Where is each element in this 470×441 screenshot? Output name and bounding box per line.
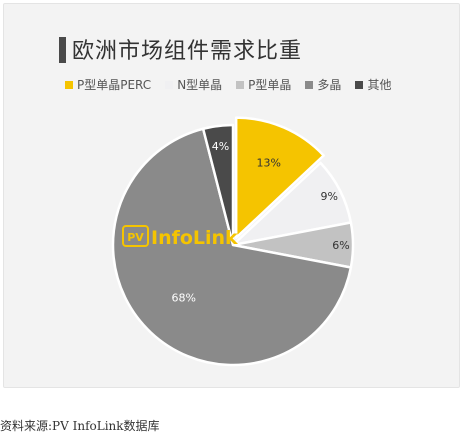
legend-item-n-type: N型单晶	[165, 76, 222, 93]
watermark-logo-text: InfoLink	[151, 227, 238, 249]
watermark-logo-box	[122, 225, 149, 247]
legend-label-multi: 多晶	[317, 78, 342, 92]
pie-slice-labels: 13% 9% 6% 68% 4%	[171, 140, 349, 305]
infolink-watermark: PV InfoLink	[122, 225, 238, 249]
legend-label-perc: P型单晶PERC	[77, 78, 152, 92]
title-accent-bar	[59, 37, 66, 63]
chart-title: 欧洲市场组件需求比重	[72, 39, 303, 64]
legend-item-p-type: P型单晶	[236, 76, 291, 93]
legend-swatch-multi	[305, 80, 314, 89]
slice-label-n-type: 9%	[321, 190, 338, 203]
legend-swatch-perc	[65, 80, 73, 89]
legend-item-perc: P型单晶PERC	[65, 76, 151, 93]
slice-label-p-type: 6%	[332, 239, 349, 252]
pie-slice-multi	[111, 127, 353, 367]
slice-label-multi: 68%	[171, 291, 195, 304]
legend-item-multi: 多晶	[305, 76, 341, 93]
data-source-note: 资料来源:PV InfoLink数据库	[0, 419, 160, 433]
legend-swatch-n-type	[165, 80, 174, 89]
slice-label-perc: 13%	[257, 156, 281, 169]
legend-label-other: 其他	[367, 78, 392, 92]
legend-label-p-type: P型单晶	[248, 78, 292, 92]
pie-slice-perc	[234, 116, 325, 239]
watermark-logo-prefix: PV	[127, 231, 144, 244]
pie-slices	[111, 116, 355, 367]
chart-legend: P型单晶PERC N型单晶 P型单晶 多晶 其他	[65, 76, 405, 93]
legend-swatch-other	[355, 80, 364, 89]
slice-label-other: 4%	[212, 140, 229, 153]
legend-label-n-type: N型单晶	[177, 78, 223, 92]
legend-swatch-p-type	[236, 80, 245, 89]
legend-item-other: 其他	[355, 76, 391, 93]
pie-slice-other	[201, 123, 235, 247]
